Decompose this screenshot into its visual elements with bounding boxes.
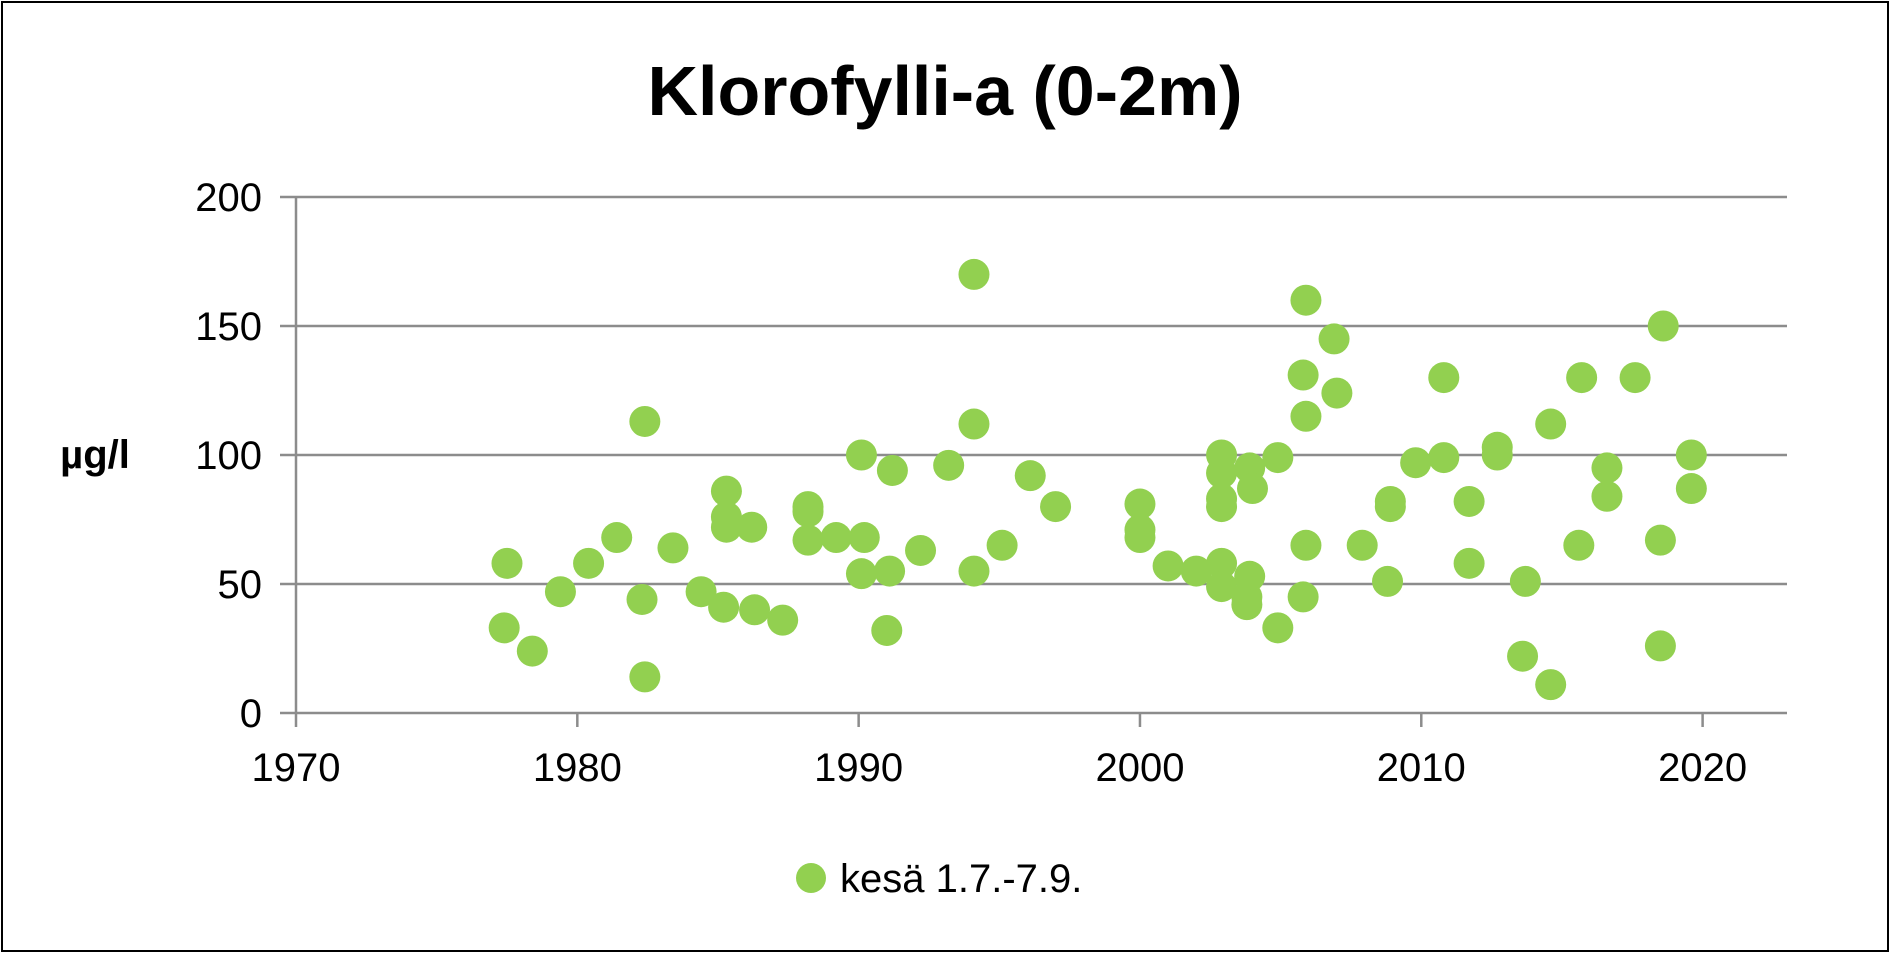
gridlines xyxy=(280,195,1787,586)
data-point xyxy=(1563,529,1595,561)
data-point xyxy=(1647,310,1679,342)
data-point xyxy=(1290,284,1322,316)
x-tick-label: 1970 xyxy=(252,746,341,790)
data-point xyxy=(708,591,740,623)
data-point xyxy=(1619,362,1651,394)
data-point xyxy=(1675,439,1707,471)
data-point xyxy=(958,408,990,440)
data-point xyxy=(1124,488,1156,520)
data-point xyxy=(1124,522,1156,554)
data-point xyxy=(905,534,937,566)
data-point xyxy=(1535,408,1567,440)
y-axis-label: µg/l xyxy=(60,433,130,477)
data-point xyxy=(1290,529,1322,561)
data-point xyxy=(845,439,877,471)
data-point xyxy=(1152,550,1184,582)
x-tick-label: 2020 xyxy=(1658,746,1747,790)
data-point xyxy=(491,547,523,579)
data-point xyxy=(629,405,661,437)
data-point xyxy=(1675,473,1707,505)
data-point xyxy=(1206,547,1238,579)
x-tick-label: 1990 xyxy=(814,746,903,790)
data-point xyxy=(516,635,548,667)
data-point xyxy=(871,614,903,646)
data-point xyxy=(848,522,880,554)
data-point xyxy=(488,612,520,644)
data-point xyxy=(1014,460,1046,492)
data-point xyxy=(986,529,1018,561)
data-point xyxy=(685,576,717,608)
data-point xyxy=(1346,529,1378,561)
data-point xyxy=(1180,555,1212,587)
data-point xyxy=(1040,491,1072,523)
y-tick-label: 100 xyxy=(195,434,262,478)
data-point xyxy=(1591,480,1623,512)
data-point xyxy=(1287,581,1319,613)
data-point xyxy=(1236,473,1268,505)
data-point xyxy=(657,532,689,564)
data-point xyxy=(958,258,990,290)
data-point xyxy=(1453,547,1485,579)
data-point xyxy=(1481,439,1513,471)
data-point xyxy=(1290,400,1322,432)
data-point xyxy=(874,555,906,587)
data-point xyxy=(1374,491,1406,523)
data-point xyxy=(1644,630,1676,662)
data-point xyxy=(1321,377,1353,409)
data-point xyxy=(1453,485,1485,517)
x-tick-label: 1980 xyxy=(533,746,622,790)
data-point xyxy=(1400,447,1432,479)
data-point xyxy=(1372,565,1404,597)
data-point xyxy=(626,583,658,615)
data-point xyxy=(710,501,742,533)
data-point xyxy=(1206,457,1238,489)
data-point xyxy=(1318,323,1350,355)
x-tick-label: 2010 xyxy=(1377,746,1466,790)
data-point xyxy=(1591,452,1623,484)
data-point xyxy=(710,475,742,507)
data-point xyxy=(736,511,768,543)
data-point xyxy=(767,604,799,636)
data-point xyxy=(1566,362,1598,394)
legend: kesä 1.7.-7.9. xyxy=(796,857,1082,901)
data-point xyxy=(1535,669,1567,701)
chart-title: Klorofylli-a (0-2m) xyxy=(647,52,1242,130)
y-tick-label: 50 xyxy=(218,563,263,607)
data-point xyxy=(792,524,824,556)
data-point xyxy=(1428,442,1460,474)
legend-label: kesä 1.7.-7.9. xyxy=(840,857,1082,901)
data-point xyxy=(933,449,965,481)
y-tick-label: 200 xyxy=(195,176,262,220)
data-point xyxy=(876,454,908,486)
tick-labels: 0 50 100 150 200 1970 1980 1990 2000 2010 2020 xyxy=(195,176,1747,790)
data-point xyxy=(1206,491,1238,523)
data-point xyxy=(1287,359,1319,391)
data-point xyxy=(1231,589,1263,621)
legend-marker xyxy=(796,863,826,893)
data-point xyxy=(1428,362,1460,394)
data-point xyxy=(958,555,990,587)
data-point xyxy=(1644,524,1676,556)
y-tick-label: 150 xyxy=(195,305,262,349)
x-tick-label: 2000 xyxy=(1095,746,1184,790)
data-point xyxy=(1262,612,1294,644)
data-points xyxy=(488,258,1707,701)
axes xyxy=(280,197,1787,727)
data-point xyxy=(739,594,771,626)
y-tick-label: 0 xyxy=(240,692,262,736)
data-point xyxy=(573,547,605,579)
data-point xyxy=(792,491,824,523)
data-point xyxy=(845,558,877,590)
data-point xyxy=(1509,565,1541,597)
data-point xyxy=(1206,571,1238,603)
data-point xyxy=(820,522,852,554)
data-point xyxy=(544,576,576,608)
data-point xyxy=(601,522,633,554)
data-point xyxy=(1262,442,1294,474)
data-point xyxy=(1507,640,1539,672)
data-point xyxy=(629,661,661,693)
